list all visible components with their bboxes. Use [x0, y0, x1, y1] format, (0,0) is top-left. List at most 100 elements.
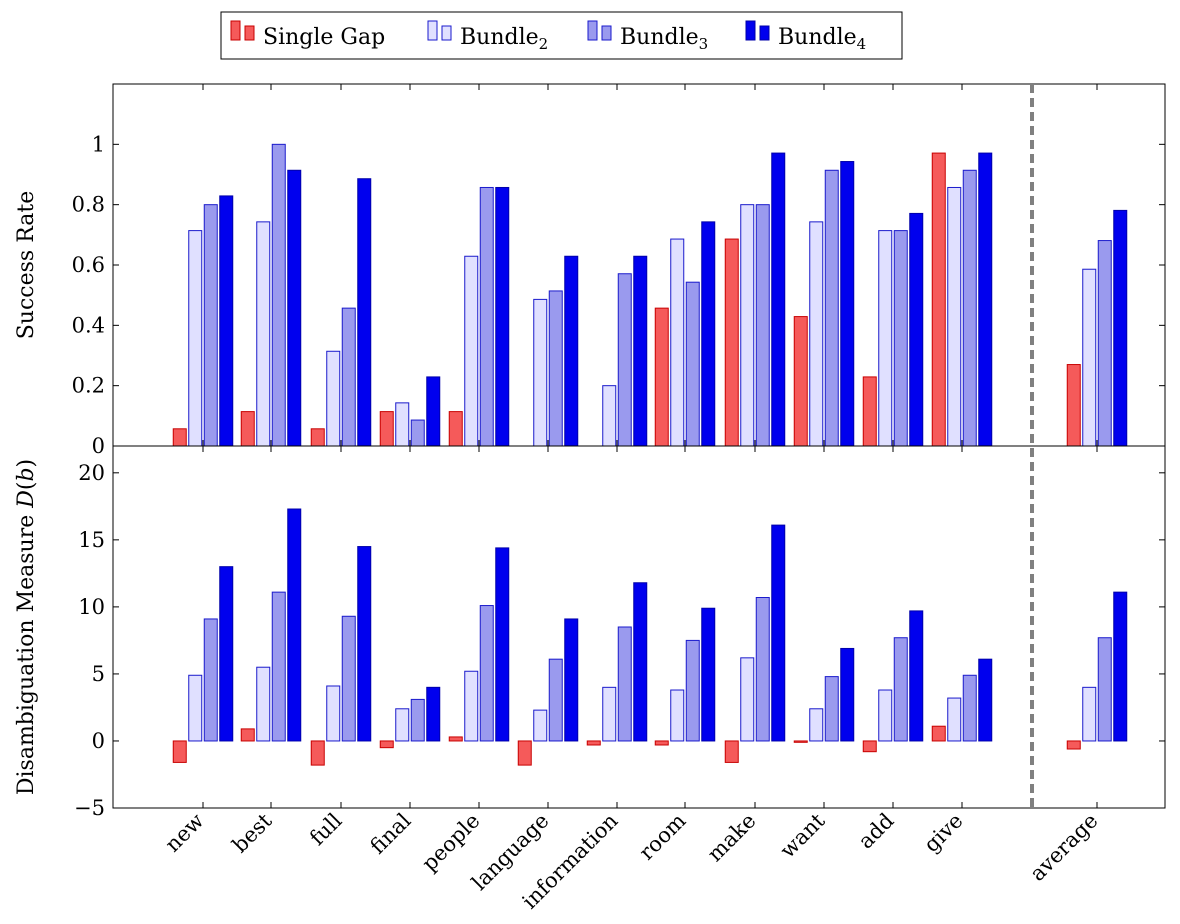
success-bar-best-bundle4: [287, 169, 302, 447]
disambig-bar-full-single-gap: [310, 740, 325, 766]
disambig-bar-add-bundle2: [878, 689, 893, 742]
success-bar-give-bundle4: [978, 152, 993, 447]
disambig-bar-best-single-gap: [240, 728, 255, 742]
success-bar-best-single-gap: [240, 411, 255, 447]
disambig-bar-people-bundle3: [479, 605, 494, 742]
disambig-bar-language-bundle4: [564, 618, 579, 742]
disambig-bar-want-bundle2: [809, 708, 824, 742]
disambig-ytick-label: 15: [78, 528, 105, 552]
disambig-bar-final-bundle4: [426, 686, 441, 742]
legend-subscript-4: 4: [857, 35, 867, 53]
success-bar-full-bundle2: [326, 350, 341, 447]
success-bar-average-bundle4: [1113, 209, 1128, 447]
disambig-bar-new-bundle3: [203, 618, 218, 742]
legend-label-3: Bundle3: [620, 25, 708, 53]
success-bar-information-bundle3: [617, 273, 632, 447]
legend-swatch-3b: [601, 25, 612, 41]
disambig-ytick-label: 20: [78, 461, 105, 485]
success-ytick-label: 0.2: [72, 374, 105, 398]
success-bar-room-bundle4: [701, 221, 716, 447]
disambig-bar-final-bundle2: [395, 708, 410, 742]
success-bar-new-bundle2: [188, 230, 203, 447]
disambig-ylabel: Disambiguation Measure D(b): [14, 459, 39, 795]
disambig-bar-want-single-gap: [793, 740, 808, 743]
disambig-bar-full-bundle3: [341, 615, 356, 742]
legend-label-1: Single Gap: [263, 25, 385, 50]
success-bar-room-bundle2: [670, 238, 685, 447]
success-bar-average-single-gap: [1066, 364, 1081, 447]
xtick-label-average: average: [1025, 809, 1102, 886]
disambig-bar-want-bundle3: [824, 676, 839, 742]
disambig-bar-people-single-gap: [448, 736, 463, 742]
disambig-bar-information-bundle2: [602, 686, 617, 742]
legend-swatch-4: [745, 20, 756, 41]
legend-swatch-2b: [441, 25, 452, 41]
disambig-bar-language-bundle3: [548, 658, 563, 742]
success-bar-make-bundle3: [755, 204, 770, 447]
xtick-label-final: final: [365, 808, 415, 858]
disambig-bar-make-bundle3: [755, 597, 770, 742]
success-bar-final-bundle4: [426, 376, 441, 447]
disambig-bar-language-single-gap: [517, 740, 532, 766]
success-bar-information-bundle2: [602, 385, 617, 447]
disambig-bar-new-single-gap: [172, 740, 187, 763]
disambig-bar-full-bundle4: [357, 546, 372, 742]
disambig-bar-make-bundle4: [771, 524, 786, 742]
success-bar-new-bundle3: [203, 204, 218, 447]
disambig-bar-add-bundle4: [909, 610, 924, 742]
success-bar-people-single-gap: [448, 411, 463, 447]
disambig-bar-final-bundle3: [410, 698, 425, 742]
disambig-ytick-label: 10: [78, 595, 105, 619]
success-bar-final-bundle2: [395, 402, 410, 447]
success-bar-room-bundle3: [685, 281, 700, 447]
disambig-bar-room-bundle2: [670, 689, 685, 742]
success-bar-want-bundle3: [824, 169, 839, 447]
disambig-bar-best-bundle3: [271, 591, 286, 742]
disambig-bar-people-bundle4: [495, 547, 510, 742]
success-bar-best-bundle2: [256, 221, 271, 447]
ylabel-math: D: [14, 490, 39, 509]
disambig-bar-make-single-gap: [724, 740, 739, 763]
disambig-bar-make-bundle2: [740, 657, 755, 742]
disambig-bar-information-bundle4: [633, 582, 648, 742]
disambig-bar-new-bundle2: [188, 674, 203, 742]
success-bar-make-bundle2: [740, 204, 755, 447]
success-bar-people-bundle2: [464, 255, 479, 447]
disambig-bar-add-single-gap: [862, 740, 877, 753]
success-bar-final-bundle3: [410, 419, 425, 447]
disambig-ytick-label: 0: [92, 729, 105, 753]
disambig-bar-final-single-gap: [379, 740, 394, 749]
success-ytick-label: 0.4: [72, 313, 105, 337]
legend-subscript-3: 3: [699, 35, 709, 53]
success-ylabel: Success Rate: [14, 191, 39, 340]
success-bar-add-bundle2: [878, 230, 893, 447]
legend-label-2: Bundle2: [460, 25, 548, 53]
success-bar-full-bundle4: [357, 178, 372, 447]
disambig-bar-add-bundle3: [893, 637, 908, 742]
legend-subscript-2: 2: [539, 35, 549, 53]
success-bar-full-bundle3: [341, 307, 356, 447]
success-bar-information-bundle4: [633, 255, 648, 447]
xtick-label-add: add: [854, 809, 899, 854]
xtick-label-room: room: [634, 809, 690, 865]
disambig-bar-average-bundle3: [1097, 637, 1112, 742]
success-bar-make-bundle4: [771, 152, 786, 447]
success-bar-add-bundle3: [893, 230, 908, 447]
success-bar-new-single-gap: [172, 428, 187, 447]
success-bar-give-bundle2: [947, 186, 962, 447]
success-bar-add-bundle4: [909, 212, 924, 447]
disambig-bar-new-bundle4: [219, 566, 234, 742]
success-bar-average-bundle3: [1097, 240, 1112, 447]
disambig-bar-average-single-gap: [1066, 740, 1081, 750]
disambig-bar-give-bundle3: [962, 674, 977, 742]
legend-swatch-4b: [759, 25, 770, 41]
disambig-bar-information-single-gap: [586, 740, 601, 746]
disambig-bar-information-bundle3: [617, 626, 632, 742]
success-ytick-label: 0.6: [72, 253, 105, 277]
success-bar-give-bundle3: [962, 169, 977, 447]
disambig-bar-average-bundle2: [1082, 686, 1097, 742]
xtick-label-best: best: [228, 808, 277, 857]
legend-swatch-1: [230, 20, 241, 41]
legend-box: [220, 11, 903, 60]
